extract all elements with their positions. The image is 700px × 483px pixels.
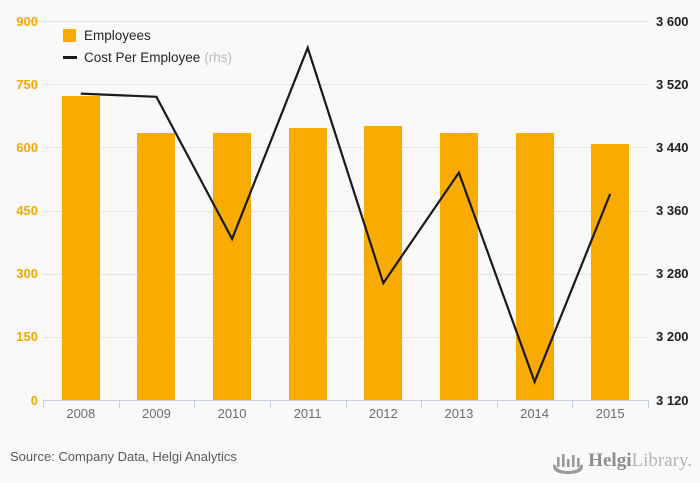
y-axis-left-label: 0	[30, 392, 38, 408]
x-axis-tick	[194, 400, 196, 408]
x-axis-label-2009: 2009	[141, 406, 171, 421]
y-axis-right-label: 3 200	[656, 329, 689, 345]
y-axis-left-label: 300	[16, 266, 38, 282]
x-axis-label-2014: 2014	[520, 406, 550, 421]
x-axis-tick	[496, 400, 498, 408]
x-axis-tick	[269, 400, 271, 408]
x-axis-tick	[43, 400, 44, 408]
gridline	[43, 273, 648, 275]
cost-per-employee-line	[80, 44, 612, 385]
viking-ship-bar-chart-icon	[553, 454, 584, 474]
bar-2010	[213, 132, 252, 400]
gridline	[43, 336, 648, 338]
gridline	[30, 21, 648, 22]
source-attribution: Source: Company Data, Helgi Analytics	[10, 449, 237, 464]
y-axis-right-label: 3 360	[656, 203, 689, 218]
x-axis-tick	[421, 400, 423, 408]
y-axis-left-label: 150	[16, 329, 38, 345]
x-axis-tick	[572, 400, 574, 408]
chart-footer: Source: Company Data, Helgi Analytics He…	[0, 435, 700, 483]
y-axis-right-label: 3 600	[656, 13, 689, 29]
y-axis-right-label: 3 520	[656, 76, 689, 92]
logo-text-helgi: Helgi	[588, 450, 632, 471]
x-axis-label-2012: 2012	[368, 406, 398, 421]
chart-legend: Employees Cost Per Employee (rhs)	[63, 24, 232, 68]
gridline	[43, 210, 648, 212]
y-axis-right-label: 3 440	[656, 139, 689, 155]
y-axis-left-label: 750	[16, 76, 38, 92]
bar-2009	[137, 133, 176, 400]
line-swatch-icon	[63, 55, 77, 59]
gridline	[43, 84, 648, 86]
y-axis-left-label: 450	[16, 203, 38, 218]
x-axis-label-2010: 2010	[217, 406, 247, 421]
x-axis-tick	[345, 400, 347, 408]
x-axis-label-2015: 2015	[595, 406, 625, 421]
bar-2014	[515, 133, 554, 400]
legend-item-employees: Employees	[63, 24, 232, 46]
legend-item-cost: Cost Per Employee (rhs)	[63, 46, 232, 68]
y-axis-left-label: 600	[16, 139, 38, 155]
bar-2013	[439, 133, 478, 400]
logo-text-library: Library.	[631, 450, 693, 471]
bar-2015	[591, 143, 630, 400]
plot-area: 900 3 600 750 3 520 600 3 440 450 3 360 300 3 280…	[16, 13, 689, 422]
y-axis-right-label: 3 280	[656, 266, 689, 282]
y-axis-left-label: 900	[16, 13, 38, 29]
legend-cost-label: Cost Per Employee	[84, 49, 201, 65]
x-axis-label-2011: 2011	[293, 406, 322, 421]
y-axis-right-label: 3 120	[656, 392, 689, 408]
employees-swatch-icon	[63, 28, 76, 42]
helgi-library-logo: Helgi Library.	[553, 446, 692, 476]
bar-2008	[61, 95, 100, 400]
x-axis-label-2008: 2008	[66, 406, 96, 421]
bar-2011	[288, 128, 327, 400]
x-axis-tick	[648, 400, 649, 408]
x-axis-tick	[118, 400, 120, 408]
gridline	[43, 147, 648, 149]
legend-employees-label: Employees	[84, 27, 151, 43]
x-axis-label-2013: 2013	[444, 406, 474, 421]
legend-cost-rhs-suffix: (rhs)	[204, 49, 233, 65]
